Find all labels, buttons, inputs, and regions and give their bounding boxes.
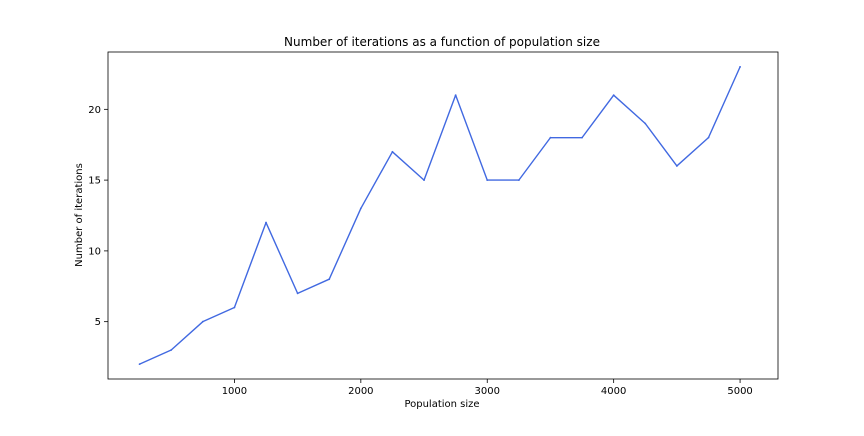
data-point [170, 349, 173, 351]
data-point [201, 320, 204, 323]
data-point [296, 292, 299, 295]
data-point [454, 94, 457, 97]
data-point [612, 94, 615, 97]
data-point [581, 136, 583, 139]
plot-area: 1000 2000 3000 4000 5000 5 10 15 20 [88, 51, 779, 397]
data-point [423, 179, 425, 182]
series-line [138, 66, 741, 365]
x-axis-label: Population size [404, 399, 479, 410]
data-point [328, 278, 331, 281]
y-tick-label: 20 [88, 105, 101, 116]
x-tick-label: 5000 [727, 386, 752, 397]
x-tick-label: 3000 [475, 386, 500, 397]
data-point [517, 179, 520, 182]
data-point [675, 165, 678, 167]
y-axis-label: Number of iterations [74, 163, 85, 267]
data-point [265, 221, 267, 224]
axes-frame [107, 51, 779, 380]
data-point [707, 136, 710, 139]
y-tick-label: 5 [95, 317, 101, 328]
data-point [359, 207, 362, 210]
data-point [486, 179, 489, 182]
chart-title: Number of iterations as a function of po… [284, 35, 600, 49]
data-point [739, 65, 741, 68]
data-point [391, 150, 394, 153]
y-tick-label: 15 [88, 176, 101, 187]
data-point [233, 306, 236, 309]
data-point [138, 363, 141, 366]
data-point [549, 136, 552, 139]
x-tick-label: 4000 [601, 386, 626, 397]
x-tick-label: 2000 [348, 386, 373, 397]
data-point [644, 122, 647, 125]
y-tick-label: 10 [88, 246, 101, 257]
x-tick-label: 1000 [222, 386, 247, 397]
